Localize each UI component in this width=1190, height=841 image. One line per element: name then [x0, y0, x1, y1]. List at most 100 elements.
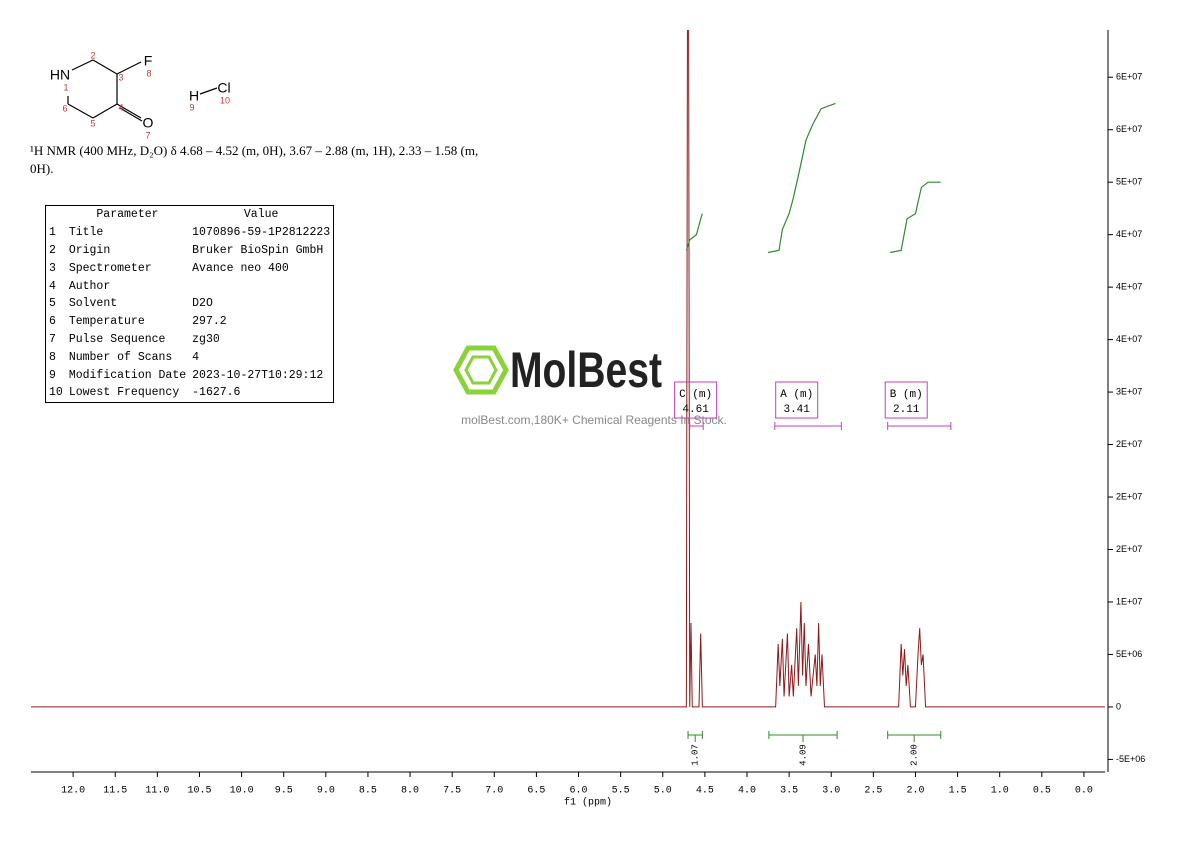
- y-tick-label: 1E+07: [1116, 596, 1142, 606]
- table-cell: 4: [49, 279, 56, 293]
- x-tick-label: 10.0: [230, 786, 254, 797]
- multiplet-box: [884, 381, 928, 419]
- atom-number: 5: [90, 118, 95, 128]
- table-row: 9 Modification Date 2023-10-27T10:29:12: [46, 366, 334, 384]
- y-tick-label: 2E+07: [1116, 491, 1142, 501]
- multiplet-label: A (m): [780, 389, 813, 401]
- table-cell: 10: [49, 386, 63, 400]
- atom-label: H: [189, 88, 199, 104]
- multiplet-shift: 4.61: [682, 404, 709, 416]
- table-cell: Lowest Frequency: [68, 386, 180, 400]
- x-tick-label: 3.0: [822, 786, 840, 797]
- table-cell: Origin: [68, 243, 111, 257]
- table-row: 10 Lowest Frequency -1627.6: [46, 384, 334, 402]
- table-cell: zg30: [192, 332, 220, 346]
- table-cell: 9: [49, 368, 56, 382]
- table-row: 2 Origin Bruker BioSpin GmbH: [46, 242, 334, 260]
- atom-number: 7: [145, 130, 150, 140]
- table-cell: Number of Scans: [68, 350, 173, 364]
- table-row: 1 Title 1070896-59-1P2812223: [46, 224, 334, 242]
- atom-number: 4: [118, 102, 123, 112]
- table-cell: 5: [49, 297, 56, 311]
- y-tick-label: 2E+07: [1116, 544, 1142, 554]
- plot: [31, 30, 1105, 708]
- header-cell: Parameter: [96, 208, 159, 222]
- x-tick-label: 12.0: [61, 786, 85, 797]
- integral-curve: [767, 102, 836, 254]
- x-tick-label: 10.5: [187, 786, 211, 797]
- watermark-brand: MolBest: [510, 342, 662, 398]
- atom-number: 8: [146, 68, 151, 78]
- atom-number: 3: [118, 72, 123, 82]
- table-cell: Spectrometer: [68, 261, 152, 275]
- y-tick-label: 4E+07: [1116, 334, 1142, 344]
- table-row: 3 Spectrometer Avance neo 400: [46, 259, 334, 277]
- atom-number: 9: [189, 102, 194, 112]
- multiplet-box: [775, 381, 819, 419]
- x-tick-label: 5.5: [612, 786, 630, 797]
- multiplet-label: B (m): [890, 389, 923, 401]
- multiplet-label: C (m): [679, 389, 712, 401]
- integral-value: 2.00: [910, 744, 920, 766]
- x-tick-label: 1.5: [949, 786, 967, 797]
- atom-number: 1: [63, 82, 68, 92]
- x-tick-label: 11.0: [145, 786, 169, 797]
- multiplet-box: [674, 381, 718, 419]
- table-row: 4 Author: [46, 277, 334, 295]
- table-cell: 2: [49, 243, 56, 257]
- x-tick-label: 3.5: [780, 786, 798, 797]
- y-tick-label: 5E+06: [1116, 649, 1142, 659]
- multiplet-shift: 3.41: [783, 404, 810, 416]
- y-tick-label: 6E+07: [1116, 124, 1142, 134]
- x-tick-label: 8.5: [359, 786, 377, 797]
- table-cell: [189, 277, 334, 295]
- y-tick-label: -5E+06: [1116, 754, 1145, 764]
- y-tick-label: 3E+07: [1116, 386, 1142, 396]
- x-tick-label: 4.5: [696, 786, 714, 797]
- table-cell: Avance neo 400: [192, 261, 289, 275]
- x-tick-label: 5.0: [654, 786, 672, 797]
- table-cell: Modification Date: [68, 368, 187, 382]
- integral-value: 1.07: [691, 744, 701, 766]
- x-axis-label: f1 (ppm): [564, 797, 612, 809]
- integral-value: 4.09: [798, 744, 808, 766]
- nmr-description: ¹H NMR (400 MHz, D₂O) δ 4.68 – 4.52 (m, …: [30, 143, 479, 176]
- y-tick-label: 0: [1116, 701, 1121, 711]
- table-cell: -1627.6: [192, 386, 241, 400]
- table-cell: D2O: [192, 297, 213, 311]
- table-cell: 3: [49, 261, 56, 275]
- table-row: 5 Solvent D2O: [46, 295, 334, 313]
- integral-curve: [890, 181, 941, 254]
- table-cell: 6: [49, 315, 56, 329]
- atom-label: F: [144, 53, 153, 69]
- structure: [67, 59, 218, 122]
- atom-label: HN: [50, 67, 70, 83]
- spectrum-line: [31, 30, 1105, 708]
- parameter-table: Parameter Value 1 Title 1070896-59-1P2812223…: [45, 205, 335, 403]
- atom-number: 6: [62, 103, 67, 113]
- multiplet-shift: 2.11: [893, 404, 920, 416]
- atom-label: Cl: [217, 80, 230, 96]
- header-cell: Value: [243, 208, 279, 222]
- x-tick-label: 7.5: [443, 786, 461, 797]
- table-cell: 2023-10-27T10:29:12: [192, 368, 324, 382]
- table-cell: Temperature: [68, 315, 145, 329]
- y-tick-label: 4E+07: [1116, 282, 1142, 292]
- table-cell: Author: [68, 279, 111, 293]
- table-cell: 7: [49, 332, 56, 346]
- y-tick-label: 5E+07: [1116, 177, 1142, 187]
- integral-curve: [685, 213, 703, 251]
- x-tick-label: 2.5: [864, 786, 882, 797]
- logo: [453, 345, 509, 395]
- table-header: Parameter Value: [46, 206, 334, 224]
- atom-label: O: [143, 115, 154, 131]
- header-cell: [46, 206, 66, 224]
- table-row: 8 Number of Scans 4: [46, 348, 334, 366]
- x-tick-label: 6.0: [570, 786, 588, 797]
- x-tick-label: 9.5: [275, 786, 293, 797]
- x-tick-label: 8.0: [401, 786, 419, 797]
- table-cell: Title: [68, 226, 104, 240]
- x-tick-label: 11.5: [103, 786, 127, 797]
- table-cell: 1070896-59-1P2812223: [192, 226, 331, 240]
